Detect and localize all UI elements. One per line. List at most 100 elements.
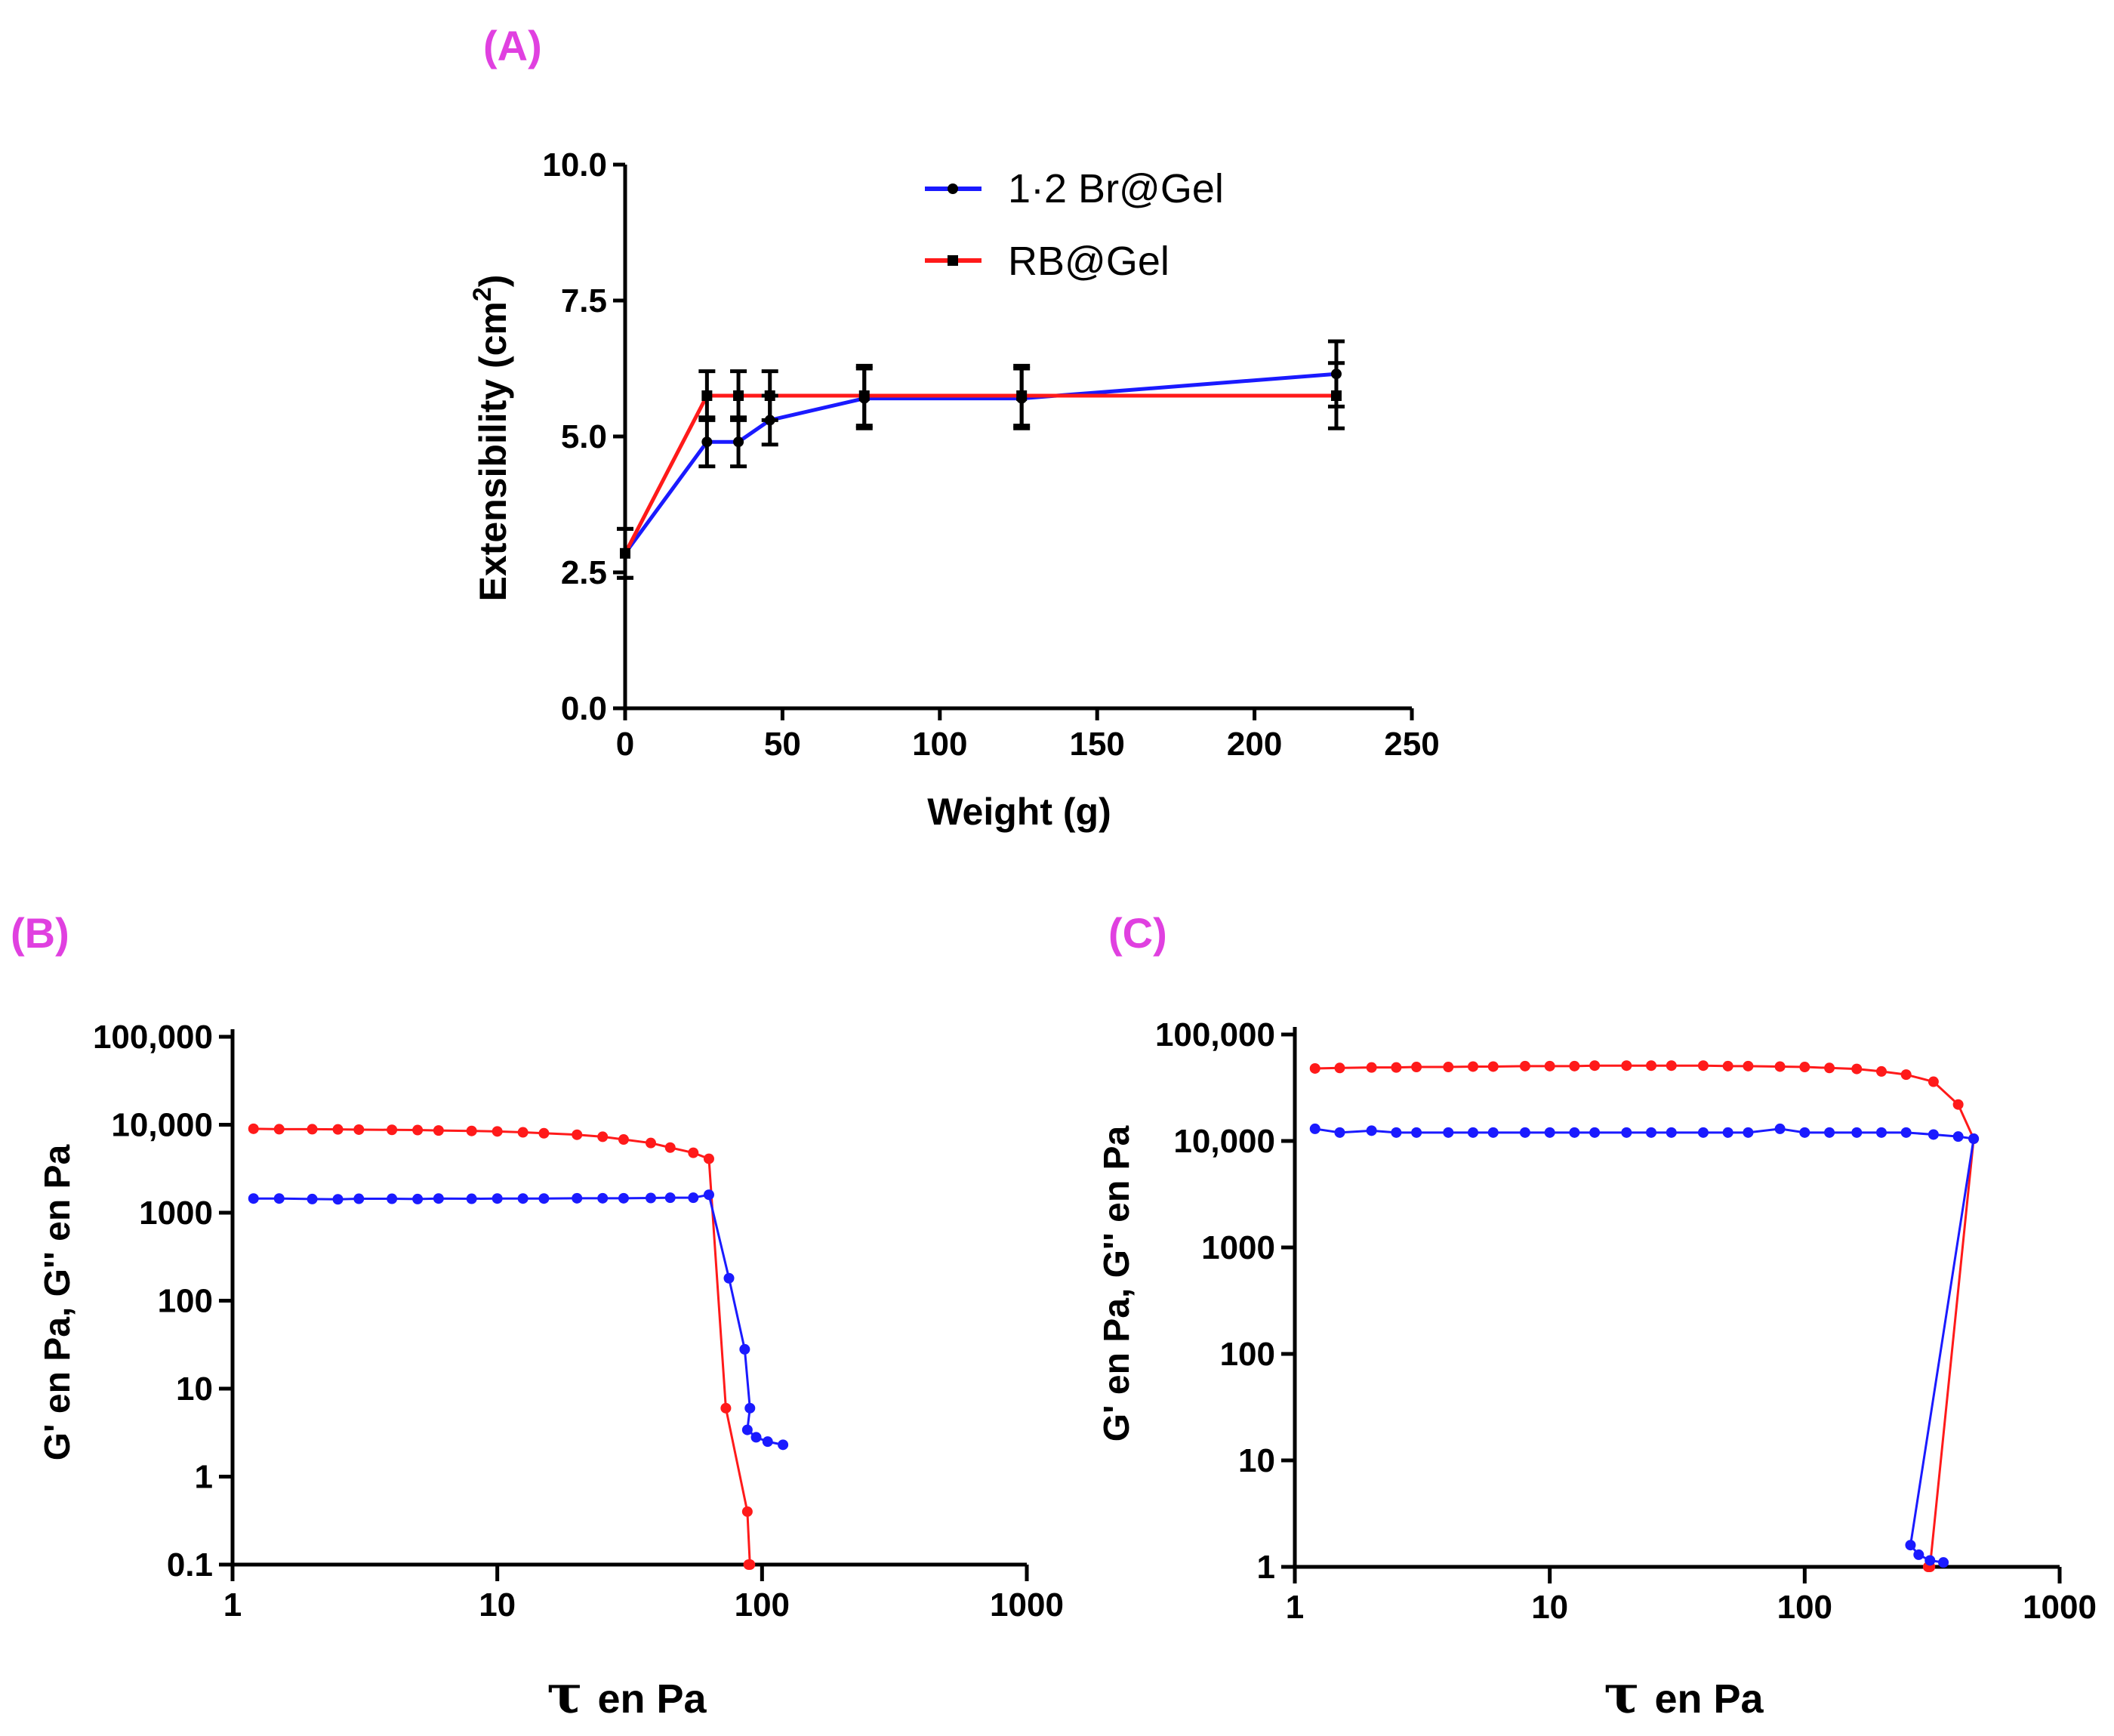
panel-c-point-red [1334,1062,1345,1074]
panel-a-ylabel-sup: 2 [468,287,497,301]
panel-b-point-red [538,1127,550,1139]
panel-c-point-blue [1743,1127,1754,1138]
panel-b-point-blue [739,1343,750,1355]
panel-b-point-blue [412,1193,424,1204]
panel-c-point-red [1824,1062,1835,1074]
panel-b-series-line-red [253,1127,751,1566]
panel-c-point-red [1799,1062,1810,1073]
panel-b-point-blue [492,1193,503,1204]
panel-b-point-blue [645,1192,656,1204]
panel-c-y-tick-label: 100 [1220,1336,1275,1373]
panel-c-point-blue [1774,1123,1786,1134]
panel-c-point-blue [1851,1127,1863,1138]
panel-b-point-blue [744,1402,756,1414]
panel-b-point-blue [307,1193,318,1204]
panel-b-x-tick-label: 1000 [990,1586,1064,1623]
panel-b-point-blue [433,1193,444,1204]
panel-b-ylabel: G' en Pa, G'' en Pa [38,1145,78,1461]
panel-c-point-red [1519,1060,1530,1072]
panel-b-point-red [720,1402,732,1414]
panel-c-xlabel-tau: τ [1604,1663,1639,1725]
panel-a-point [764,390,775,401]
panel-b-y-tick-label: 10,000 [111,1107,213,1144]
panel-b-point-red [248,1123,259,1134]
panel-b-point-red [741,1506,753,1517]
panel-b-x-tick-label: 100 [735,1586,790,1623]
panel-b-point-red [743,1559,754,1570]
panel-b-y-tick-label: 100 [158,1283,213,1320]
panel-a-x-tick-label: 200 [1227,726,1282,763]
panel-a-x-tick-label: 150 [1069,726,1124,763]
panel-b-point-red [517,1127,528,1138]
panel-b-y-tick-label: 1000 [139,1195,213,1232]
panel-c-point-red [1621,1060,1632,1072]
panel-b-point-red [273,1124,285,1135]
panel-c-point-blue [1913,1549,1924,1560]
panel-c-y-tick-label: 10,000 [1173,1123,1275,1160]
panel-b-y-tick-label: 1 [195,1459,213,1496]
panel-a-x-tick-label: 250 [1384,726,1439,763]
panel-c-point-red [1468,1061,1479,1072]
panel-a-point [1016,390,1028,401]
panel-b-point-blue [517,1193,528,1204]
panel-b-point-blue [723,1272,735,1284]
panel-c-series-line-red [1314,1064,1975,1568]
panel-a-point [733,390,744,401]
panel-c-point-red [1875,1065,1887,1077]
panel-b-xlabel-tau: τ [547,1663,582,1725]
panel-c-series [1309,1060,1980,1572]
panel-c-point-red [1952,1099,1964,1110]
panel-a-y-tick-label: 7.5 [561,282,607,319]
panel-c-x-tick-label: 1 [1286,1589,1304,1626]
panel-c-axes [1293,1027,2060,1569]
panel-c-point-red [1722,1060,1733,1072]
panel-c-point-blue [1722,1127,1733,1138]
panel-c-point-red [1443,1062,1454,1073]
panel-a-ticks: 0 50 100 150 200 250 0.0 2.5 5.0 7.5 10.0 [542,146,1439,763]
panel-c-point-red [1309,1062,1320,1074]
panel-b-point-blue [353,1193,365,1204]
panel-c-x-tick-label: 1000 [2023,1589,2097,1626]
panel-c-point-red [1544,1060,1555,1072]
panel-a-legend: 1·2 Br@Gel RB@Gel [925,166,1224,284]
panel-b-point-blue [248,1193,259,1204]
panel-b-point-blue [538,1193,550,1204]
panel-b-point-blue [778,1439,789,1451]
panel-c-point-red [1366,1062,1377,1073]
panel-c-point-blue [1824,1127,1835,1138]
panel-a-series-line-blue [623,372,1337,555]
panel-b-point-red [492,1126,503,1137]
panel-c-point-blue [1938,1557,1949,1568]
panel-a-x-tick-label: 50 [764,726,801,763]
panel-b-point-blue [332,1194,344,1205]
panel-b-point-red [618,1134,629,1146]
panel-c-point-blue [1468,1127,1479,1138]
panel-b: (B) 1 10 100 1000 0.1 1 10 100 1000 10,000 100,000… [11,909,1064,1725]
panel-c-point-red [1697,1060,1709,1072]
panel-b-point-blue [273,1193,285,1204]
panel-a-tag: (A) [483,22,542,69]
panel-c-point-blue [1968,1133,1980,1145]
panel-a-series [617,339,1345,580]
panel-b-point-blue [688,1192,699,1204]
panel-b-point-red [433,1125,444,1136]
panel-c-point-blue [1924,1555,1936,1566]
panel-b-tag: (B) [11,909,69,957]
panel-b-point-red [412,1124,424,1136]
panel-c-point-red [1851,1063,1863,1075]
legend-marker-red [948,255,958,266]
panel-a-x-tick-label: 100 [912,726,967,763]
panel-c-point-blue [1697,1127,1709,1138]
panel-c-point-blue [1900,1127,1912,1138]
panel-c-point-blue [1519,1127,1530,1138]
panel-c-point-red [1928,1076,1939,1087]
panel-b-point-red [332,1124,344,1135]
panel-b-point-blue [618,1192,629,1204]
panel-a-point [858,390,870,401]
panel-c-point-blue [1334,1127,1345,1138]
panel-c-point-red [1589,1060,1601,1072]
panel-b-x-tick-label: 10 [479,1586,516,1623]
panel-c-ylabel: G' en Pa, G'' en Pa [1097,1126,1137,1442]
